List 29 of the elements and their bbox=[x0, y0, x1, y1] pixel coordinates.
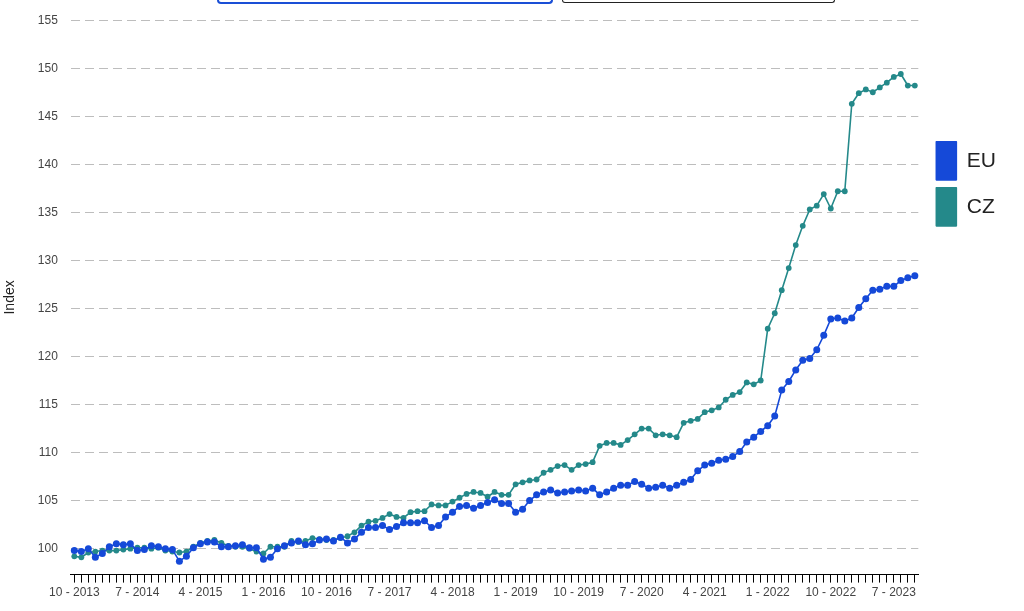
y-tick-label: 115 bbox=[38, 396, 59, 411]
x-tick-label: 7 - 2017 bbox=[367, 585, 412, 600]
y-tick-label: 105 bbox=[37, 492, 59, 507]
x-tick-label: 7 - 2020 bbox=[619, 585, 664, 600]
x-tick-label: 1 - 2022 bbox=[745, 585, 791, 600]
x-tick-label: 1 - 2016 bbox=[241, 585, 286, 600]
x-tick-label: 7 - 2014 bbox=[115, 585, 160, 600]
y-tick-label: 155 bbox=[37, 12, 59, 27]
x-tick-label: 4 - 2015 bbox=[178, 585, 223, 600]
x-tick-label: 4 - 2021 bbox=[682, 585, 728, 600]
y-tick-label: 135 bbox=[37, 204, 59, 219]
y-tick-label: 110 bbox=[38, 444, 59, 459]
x-tick-label: 7 - 2023 bbox=[871, 585, 917, 600]
x-tick-label: 10 - 2019 bbox=[553, 585, 605, 600]
y-tick-label: 140 bbox=[37, 156, 59, 171]
y-axis-title: Index bbox=[1, 280, 18, 315]
y-tick-label: 130 bbox=[37, 252, 59, 267]
x-tick-label: 10 - 2013 bbox=[48, 585, 100, 600]
x-tick-label: 1 - 2019 bbox=[493, 585, 538, 600]
x-tick-label: 10 - 2022 bbox=[805, 585, 857, 600]
x-tick-label: 10 - 2016 bbox=[301, 585, 353, 600]
y-tick-label: 120 bbox=[37, 348, 59, 363]
y-tick-label: 125 bbox=[37, 300, 59, 315]
legend-label: CZ bbox=[966, 193, 995, 217]
y-tick-label: 150 bbox=[37, 60, 59, 75]
y-tick-label: 145 bbox=[37, 108, 59, 123]
x-tick-label: 4 - 2018 bbox=[430, 585, 475, 600]
legend-label: EU bbox=[966, 147, 997, 171]
y-tick-label: 100 bbox=[37, 540, 59, 555]
